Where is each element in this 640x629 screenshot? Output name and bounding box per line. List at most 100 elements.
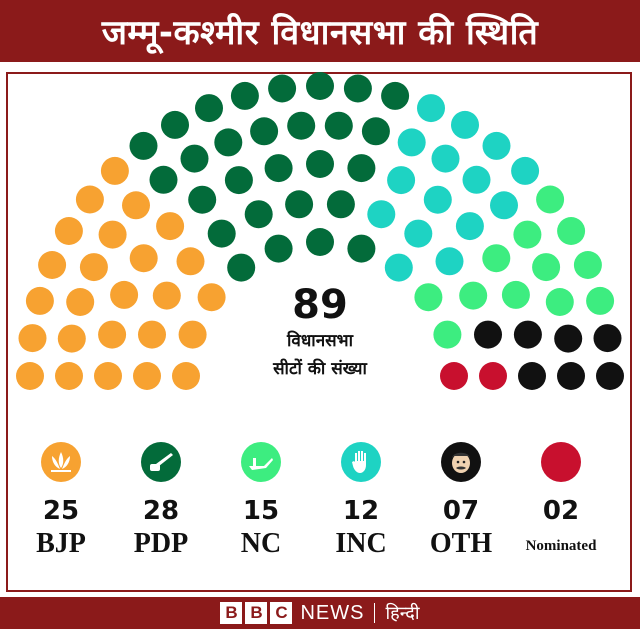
seat-oth — [554, 324, 583, 353]
seat-nc — [417, 94, 445, 123]
seat-inc — [573, 251, 602, 279]
seat-inc — [501, 280, 530, 309]
seat-nominated — [440, 362, 468, 390]
seat-pdp — [361, 117, 390, 146]
seat-bjp — [38, 251, 67, 279]
seat-pdp — [347, 154, 376, 183]
seat-bjp — [98, 320, 127, 349]
seat-pdp — [227, 253, 256, 282]
legend-count: 15 — [242, 496, 280, 526]
seat-pdp — [149, 165, 178, 194]
legend-count: 07 — [442, 496, 480, 526]
lotus-icon — [41, 442, 81, 482]
seat-pdp — [161, 110, 189, 139]
seat-pdp — [180, 144, 209, 173]
seat-nc — [455, 212, 484, 241]
seat-pdp — [324, 111, 353, 140]
seat-pdp — [244, 200, 273, 229]
seat-pdp — [268, 74, 297, 103]
seat-bjp — [100, 156, 129, 185]
legend-item-pdp: 28 PDP — [111, 438, 211, 560]
seat-nc — [482, 131, 511, 160]
legend-name: PDP — [133, 528, 189, 559]
seat-bjp — [75, 185, 104, 214]
seat-pdp — [207, 219, 236, 248]
legend-item-inc: 12 INC — [311, 438, 411, 560]
legend-count: 12 — [342, 496, 380, 526]
seat-nc — [462, 165, 491, 194]
seat-bjp — [133, 362, 161, 390]
bbc-logo-letter: B — [245, 602, 268, 624]
seat-pdp — [224, 166, 253, 195]
legend: 25 BJP 28 PDP 15 NC 12 INC — [0, 438, 640, 568]
seat-bjp — [122, 191, 150, 220]
bbc-logo: B B C — [220, 602, 293, 624]
seat-oth — [518, 362, 546, 390]
seat-nc — [384, 253, 413, 282]
seat-pdp — [214, 128, 243, 157]
seat-bjp — [156, 212, 185, 241]
seat-nc — [435, 247, 464, 276]
legend-item-oth: 07 OTH — [411, 438, 511, 560]
dot-icon — [541, 442, 581, 482]
bbc-logo-letter: B — [220, 602, 243, 624]
seat-bjp — [57, 324, 86, 353]
seat-inc — [433, 320, 462, 349]
seat-pdp — [326, 190, 355, 219]
seat-pdp — [306, 228, 334, 256]
seat-pdp — [306, 150, 334, 178]
seat-bjp — [129, 244, 158, 273]
title-bar: जम्मू-कश्मीर विधानसभा की स्थिति — [0, 0, 640, 62]
seat-bjp — [66, 288, 95, 316]
seat-bjp — [25, 286, 54, 315]
legend-item-nc: 15 NC — [211, 438, 311, 560]
seat-pdp — [347, 234, 376, 263]
plough-icon — [241, 442, 281, 482]
seat-pdp — [306, 72, 334, 100]
seat-bjp — [55, 362, 83, 390]
seat-bjp — [79, 253, 108, 282]
seat-pdp — [287, 111, 316, 140]
seat-inc — [536, 185, 565, 214]
page-title: जम्मू-कश्मीर विधानसभा की स्थिति — [101, 13, 539, 53]
seat-pdp — [343, 74, 372, 103]
seat-bjp — [138, 320, 166, 349]
seat-nc — [404, 219, 433, 248]
seat-inc — [459, 281, 488, 310]
seat-bjp — [152, 281, 181, 310]
pen-inkpot-icon — [141, 442, 181, 482]
seat-nc — [451, 110, 479, 139]
seat-inc — [557, 217, 586, 245]
seat-bjp — [197, 283, 226, 312]
legend-name: BJP — [36, 528, 86, 559]
seat-inc — [545, 288, 574, 316]
seat-oth — [513, 320, 542, 349]
seat-nc — [387, 166, 416, 195]
seat-pdp — [285, 190, 314, 219]
legend-item-nominated: 02 Nominated — [511, 438, 611, 555]
legend-count: 02 — [542, 496, 580, 526]
seat-nc — [397, 128, 426, 157]
seat-inc — [532, 253, 561, 282]
seat-inc — [482, 244, 511, 273]
hindi-label: हिन्दी — [385, 603, 420, 624]
legend-name: NC — [240, 528, 282, 559]
bbc-logo-letter: C — [270, 602, 293, 624]
seat-oth — [557, 362, 585, 390]
seat-oth — [593, 324, 622, 353]
seat-oth — [596, 362, 624, 390]
seat-nc — [490, 191, 518, 220]
seat-pdp — [264, 234, 293, 263]
seat-bjp — [172, 362, 200, 390]
seat-bjp — [110, 280, 139, 309]
seat-pdp — [381, 81, 410, 110]
seat-inc — [586, 286, 615, 315]
footer-divider — [374, 603, 376, 623]
seat-bjp — [54, 217, 83, 245]
seat-nc — [423, 185, 452, 214]
seat-nc — [511, 156, 540, 185]
seat-bjp — [178, 320, 207, 349]
seat-bjp — [94, 362, 122, 390]
seat-pdp — [188, 185, 217, 214]
